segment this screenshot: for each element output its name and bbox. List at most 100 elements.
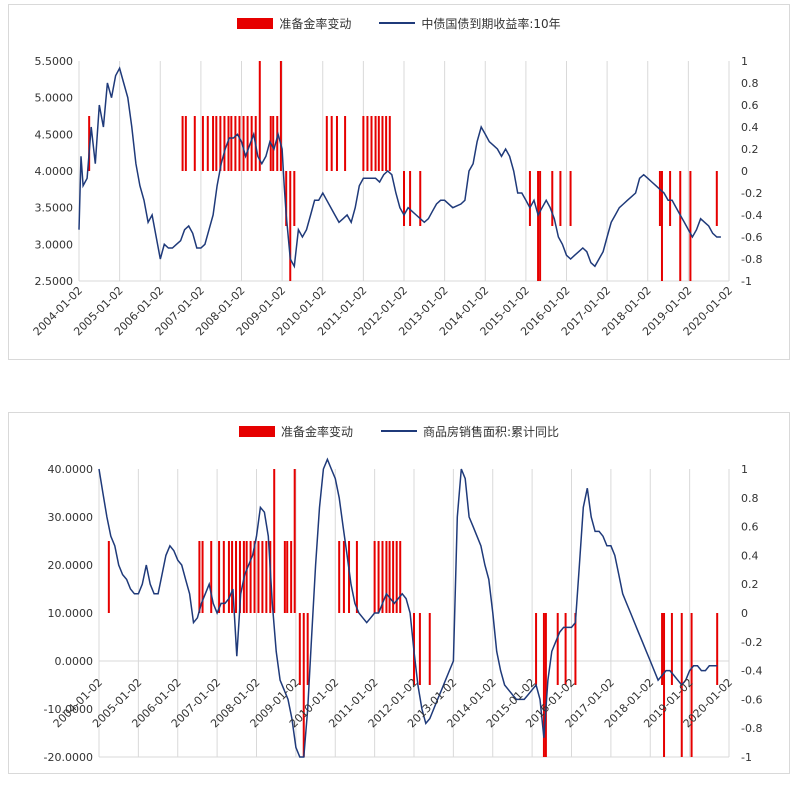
legend-item-line: 中债国债到期收益率:10年 xyxy=(379,15,561,32)
rrr-change-bar xyxy=(542,613,545,757)
rrr-change-bar xyxy=(193,116,196,171)
rrr-change-bar xyxy=(419,171,422,226)
y-left-tick-label: 3.5000 xyxy=(35,202,74,215)
rrr-change-bar xyxy=(679,171,682,281)
y-right-tick-label: -0.6 xyxy=(741,693,762,706)
rrr-change-bar xyxy=(231,541,234,613)
y-left-tick-label: -10.0000 xyxy=(44,703,93,716)
y-right-tick-label: 0 xyxy=(741,165,748,178)
rrr-change-bar xyxy=(344,116,347,171)
legend-item-bars: 准备金率变动 xyxy=(238,423,353,440)
rrr-change-bar xyxy=(222,541,225,613)
rrr-change-bar xyxy=(528,171,531,226)
rrr-change-bar xyxy=(537,171,540,281)
y-left-tick-label: 5.5000 xyxy=(35,55,74,68)
rrr-change-bar xyxy=(428,613,431,685)
rrr-change-bar xyxy=(355,541,358,613)
rrr-change-bar xyxy=(250,116,253,171)
rrr-change-bar xyxy=(669,171,672,226)
rrr-change-bar xyxy=(212,116,215,171)
y-right-tick-label: 0.6 xyxy=(741,521,759,534)
y-left-tick-label: 5.0000 xyxy=(35,92,74,105)
rrr-change-bar xyxy=(689,171,692,281)
legend: 准备金率变动 商品房销售面积:累计同比 xyxy=(9,413,789,449)
legend-bar-label: 准备金率变动 xyxy=(280,424,353,439)
rrr-change-bar xyxy=(227,116,230,171)
rrr-change-bar xyxy=(249,541,252,613)
y-right-tick-label: 0.4 xyxy=(741,121,759,134)
legend-line-swatch xyxy=(380,430,417,432)
y-right-tick-label: -0.6 xyxy=(741,231,762,244)
rrr-change-bar xyxy=(306,613,309,685)
rrr-change-bar xyxy=(227,541,230,613)
y-right-tick-label: -0.2 xyxy=(741,187,762,200)
y-right-tick-label: -0.4 xyxy=(741,665,762,678)
rrr-change-bar xyxy=(564,613,567,685)
rrr-change-bar xyxy=(325,116,328,171)
rrr-change-bar xyxy=(257,541,260,613)
rrr-change-bar xyxy=(219,116,222,171)
rrr-change-bar xyxy=(342,541,345,613)
y-left-tick-label: 0.0000 xyxy=(55,655,94,668)
y-left-tick-label: 3.0000 xyxy=(35,238,74,251)
rrr-change-bar xyxy=(377,116,380,171)
rrr-change-bar xyxy=(261,541,264,613)
y-left-tick-label: 40.0000 xyxy=(48,463,94,476)
rrr-change-bar xyxy=(298,613,301,685)
rrr-change-bar xyxy=(201,541,204,613)
rrr-change-bar xyxy=(286,541,289,613)
rrr-change-bar xyxy=(235,541,238,613)
legend-bar-swatch xyxy=(238,425,275,437)
rrr-change-bar xyxy=(366,116,369,171)
rrr-change-bar xyxy=(399,541,402,613)
legend-line-swatch xyxy=(379,22,416,24)
rrr-change-bar xyxy=(230,116,233,171)
y-right-tick-label: 1 xyxy=(741,55,748,68)
y-right-tick-label: 0.4 xyxy=(741,549,759,562)
rrr-change-bar xyxy=(392,541,395,613)
y-right-tick-label: 0 xyxy=(741,607,748,620)
y-right-tick-label: 0.8 xyxy=(741,77,759,90)
y-left-tick-label: 10.0000 xyxy=(48,607,94,620)
rrr-change-bar xyxy=(418,613,421,685)
rrr-change-bar xyxy=(289,171,292,281)
rrr-change-bar xyxy=(238,116,241,171)
rrr-change-bar xyxy=(302,613,305,757)
rrr-change-bar xyxy=(388,116,391,171)
rrr-change-bar xyxy=(551,171,554,226)
rrr-change-bar xyxy=(184,116,187,171)
rrr-change-bar xyxy=(201,116,204,171)
y-left-tick-label: 30.0000 xyxy=(48,511,94,524)
rrr-change-bar xyxy=(330,116,333,171)
rrr-change-bar xyxy=(246,116,249,171)
y-right-tick-label: -1 xyxy=(741,751,752,764)
rrr-change-bar xyxy=(544,613,547,757)
rrr-change-bar xyxy=(569,171,572,226)
legend-item-bars: 准备金率变动 xyxy=(237,15,351,32)
rrr-change-bar xyxy=(181,116,184,171)
rrr-change-bar xyxy=(223,116,226,171)
chart-panel-yield: 准备金率变动 中债国债到期收益率:10年 2.5000 3.0000 3.5000 4… xyxy=(8,4,790,360)
y-right-tick-label: 0.2 xyxy=(741,578,759,591)
rrr-change-bar xyxy=(559,171,562,226)
chart-svg: -20.0000 -10.0000 0.0000 10.0000 20.0000 30.0… xyxy=(44,457,762,764)
legend-line-label: 中债国债到期收益率:10年 xyxy=(421,16,561,31)
rrr-change-bar xyxy=(661,613,664,685)
rrr-change-bar xyxy=(395,541,398,613)
y-left-tick-label: 2.5000 xyxy=(35,275,74,288)
rrr-change-bar xyxy=(362,116,365,171)
rrr-change-bar xyxy=(373,541,376,613)
rrr-change-bar xyxy=(381,116,384,171)
rrr-change-bar xyxy=(245,541,248,613)
rrr-change-bar xyxy=(335,116,338,171)
rrr-change-bar xyxy=(663,613,666,757)
rrr-change-bar xyxy=(265,541,268,613)
rrr-change-bar xyxy=(272,116,275,171)
rrr-change-bar xyxy=(658,171,661,226)
rrr-change-bar xyxy=(388,541,391,613)
rrr-change-bar xyxy=(403,171,405,226)
y-right-tick-label: -0.2 xyxy=(741,636,762,649)
rrr-change-bar xyxy=(385,116,388,171)
series-line xyxy=(98,457,718,758)
legend-bar-label: 准备金率变动 xyxy=(279,16,352,31)
